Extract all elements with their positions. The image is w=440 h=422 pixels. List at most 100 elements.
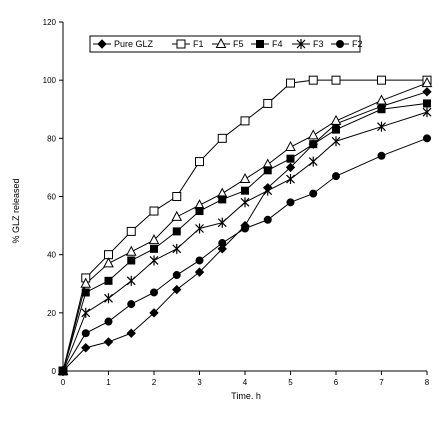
data-point-f3 (126, 275, 136, 286)
data-point-f3 (377, 121, 386, 132)
data-point-f1 (331, 75, 341, 85)
data-point-f2 (309, 189, 318, 198)
data-point-pure-glz (422, 87, 432, 97)
legend-label-f2: F2 (352, 39, 363, 49)
data-point-f2 (127, 300, 136, 309)
legend-label-f5: F5 (233, 39, 244, 49)
data-point-f2 (332, 172, 340, 181)
data-point-pure-glz (149, 308, 159, 318)
data-point-pure-glz (103, 337, 114, 347)
legend-marker-f1 (176, 39, 186, 49)
data-point-f4 (423, 99, 431, 108)
legend-label-f3: F3 (313, 39, 324, 49)
legend-marker-pure-glz (97, 39, 107, 49)
data-point-pure-glz (126, 328, 136, 338)
data-point-f1 (263, 98, 273, 108)
legend-label-pure-glz: Pure GLZ (114, 39, 154, 49)
data-point-f2 (218, 239, 227, 248)
series-markers (57, 75, 433, 376)
y-axis-title: % GLZ released (11, 178, 21, 243)
data-point-f4 (263, 166, 272, 175)
data-point-f5 (239, 172, 251, 184)
x-tick-label: 8 (425, 378, 430, 387)
chart-legend: Pure GLZ F1 F5 F4 F3 F2 (89, 35, 363, 53)
data-point-f3 (81, 307, 91, 318)
x-tick-label: 2 (152, 378, 157, 387)
data-point-f3 (240, 197, 250, 208)
data-point-f5 (285, 140, 296, 152)
legend-label-f1: F1 (193, 39, 204, 49)
y-tick-label: 80 (47, 134, 56, 143)
data-point-f1 (240, 116, 250, 126)
y-tick-label: 60 (47, 193, 56, 202)
legend-marker-f2 (336, 40, 344, 48)
data-point-f3 (104, 293, 113, 304)
data-point-pure-glz (285, 162, 296, 173)
data-point-f2 (150, 288, 158, 297)
data-point-f3 (422, 107, 432, 118)
data-point-f3 (195, 223, 204, 234)
data-point-f1 (126, 226, 136, 236)
x-tick-label: 4 (243, 378, 248, 387)
data-point-f5 (103, 257, 114, 268)
data-point-f1 (286, 78, 295, 88)
x-tick-label: 0 (61, 378, 66, 387)
data-point-f4 (172, 227, 181, 236)
data-point-f2 (172, 271, 181, 280)
data-point-f4 (332, 125, 340, 134)
data-point-pure-glz (217, 244, 227, 254)
x-tick-label: 1 (106, 378, 111, 387)
legend-label-f4: F4 (272, 39, 283, 49)
y-tick-label: 40 (47, 251, 56, 260)
data-point-f3 (172, 243, 182, 254)
data-point-f4 (195, 207, 204, 216)
data-point-f1 (172, 192, 182, 201)
data-point-f1 (149, 206, 159, 216)
data-point-f4 (81, 288, 90, 297)
data-point-f4 (218, 195, 227, 204)
data-point-f4 (150, 244, 158, 253)
x-tick-label: 5 (288, 378, 293, 387)
y-tick-label: 100 (43, 76, 57, 85)
data-point-f3 (286, 174, 295, 185)
data-point-f2 (104, 317, 113, 326)
data-point-f2 (263, 215, 272, 224)
y-tick-label: 120 (43, 18, 57, 27)
data-point-f1 (308, 75, 318, 85)
data-point-f5 (307, 129, 319, 140)
data-point-f1 (195, 157, 204, 167)
x-axis-title: Time. h (231, 391, 261, 401)
data-point-pure-glz (194, 267, 205, 277)
data-point-f2 (241, 224, 249, 233)
data-point-f2 (377, 151, 386, 160)
data-point-f4 (104, 276, 113, 285)
data-point-f1 (377, 75, 386, 85)
data-point-f2 (286, 198, 295, 207)
data-point-pure-glz (172, 284, 182, 295)
legend-marker-f5 (215, 37, 227, 48)
data-point-f3 (308, 156, 318, 167)
legend-marker-f3 (296, 39, 306, 49)
y-tick-label: 20 (47, 309, 56, 318)
data-point-f2 (195, 256, 204, 265)
data-point-f5 (125, 245, 137, 256)
data-point-f3 (331, 136, 341, 147)
data-point-f3 (149, 255, 159, 266)
data-point-f4 (286, 154, 295, 163)
y-tick-label: 0 (52, 367, 57, 376)
data-point-f2 (81, 329, 90, 338)
x-tick-label: 7 (379, 378, 384, 387)
chart-axes: 0 20 40 60 80 100 120 0 1 2 3 4 5 6 7 8 (43, 18, 430, 387)
data-point-f4 (377, 105, 386, 114)
data-point-f5 (421, 77, 433, 88)
data-point-f5 (80, 277, 92, 288)
data-point-f1 (217, 133, 227, 143)
data-point-f2 (59, 367, 67, 375)
data-point-f2 (423, 134, 431, 143)
x-tick-label: 6 (334, 378, 339, 387)
data-point-f5 (330, 114, 342, 125)
data-point-f3 (263, 185, 273, 196)
data-point-f4 (309, 140, 318, 149)
